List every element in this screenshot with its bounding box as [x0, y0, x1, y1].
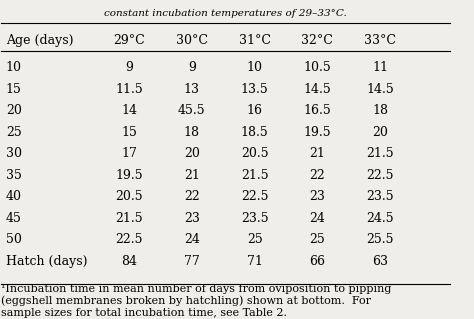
- Text: 18: 18: [372, 104, 388, 117]
- Text: 24: 24: [310, 212, 325, 225]
- Text: 16.5: 16.5: [303, 104, 331, 117]
- Text: 25: 25: [310, 233, 325, 246]
- Text: 66: 66: [310, 255, 325, 268]
- Text: 14: 14: [121, 104, 137, 117]
- Text: 15: 15: [6, 83, 22, 96]
- Text: 20: 20: [184, 147, 200, 160]
- Text: 16: 16: [246, 104, 263, 117]
- Text: 14.5: 14.5: [303, 83, 331, 96]
- Text: 23.5: 23.5: [366, 190, 394, 203]
- Text: 19.5: 19.5: [303, 126, 331, 139]
- Text: 21: 21: [310, 147, 325, 160]
- Text: Hatch (days): Hatch (days): [6, 255, 87, 268]
- Text: 24: 24: [184, 233, 200, 246]
- Text: 77: 77: [184, 255, 200, 268]
- Text: 22.5: 22.5: [366, 169, 394, 182]
- Text: 22: 22: [310, 169, 325, 182]
- Text: 21.5: 21.5: [241, 169, 268, 182]
- Text: 20: 20: [6, 104, 22, 117]
- Text: 19.5: 19.5: [115, 169, 143, 182]
- Text: 45: 45: [6, 212, 22, 225]
- Text: 71: 71: [246, 255, 263, 268]
- Text: 23.5: 23.5: [241, 212, 268, 225]
- Text: 15: 15: [121, 126, 137, 139]
- Text: 10: 10: [6, 61, 22, 74]
- Text: 23: 23: [310, 190, 325, 203]
- Text: 63: 63: [372, 255, 388, 268]
- Text: 31°C: 31°C: [238, 34, 271, 48]
- Text: 45.5: 45.5: [178, 104, 206, 117]
- Text: 10.5: 10.5: [303, 61, 331, 74]
- Text: 20.5: 20.5: [241, 147, 268, 160]
- Text: 25: 25: [6, 126, 22, 139]
- Text: 13.5: 13.5: [241, 83, 268, 96]
- Text: 22.5: 22.5: [115, 233, 143, 246]
- Text: 20: 20: [372, 126, 388, 139]
- Text: ¹Incubation time in mean number of days from oviposition to pipping
(eggshell me: ¹Incubation time in mean number of days …: [1, 284, 392, 318]
- Text: 22.5: 22.5: [241, 190, 268, 203]
- Text: Age (days): Age (days): [6, 34, 73, 48]
- Text: 17: 17: [121, 147, 137, 160]
- Text: 25.5: 25.5: [366, 233, 394, 246]
- Text: 32°C: 32°C: [301, 34, 333, 48]
- Text: 22: 22: [184, 190, 200, 203]
- Text: 29°C: 29°C: [113, 34, 145, 48]
- Text: 13: 13: [184, 83, 200, 96]
- Text: 11: 11: [372, 61, 388, 74]
- Text: 30°C: 30°C: [176, 34, 208, 48]
- Text: 40: 40: [6, 190, 22, 203]
- Text: 35: 35: [6, 169, 22, 182]
- Text: 9: 9: [125, 61, 133, 74]
- Text: 84: 84: [121, 255, 137, 268]
- Text: 10: 10: [246, 61, 263, 74]
- Text: 20.5: 20.5: [115, 190, 143, 203]
- Text: 33°C: 33°C: [364, 34, 396, 48]
- Text: 9: 9: [188, 61, 196, 74]
- Text: 23: 23: [184, 212, 200, 225]
- Text: constant incubation temperatures of 29–33°C.: constant incubation temperatures of 29–3…: [104, 9, 347, 18]
- Text: 21.5: 21.5: [115, 212, 143, 225]
- Text: 14.5: 14.5: [366, 83, 394, 96]
- Text: 24.5: 24.5: [366, 212, 394, 225]
- Text: 18: 18: [184, 126, 200, 139]
- Text: 30: 30: [6, 147, 22, 160]
- Text: 21: 21: [184, 169, 200, 182]
- Text: 50: 50: [6, 233, 22, 246]
- Text: 21.5: 21.5: [366, 147, 394, 160]
- Text: 18.5: 18.5: [241, 126, 268, 139]
- Text: 11.5: 11.5: [115, 83, 143, 96]
- Text: 25: 25: [247, 233, 263, 246]
